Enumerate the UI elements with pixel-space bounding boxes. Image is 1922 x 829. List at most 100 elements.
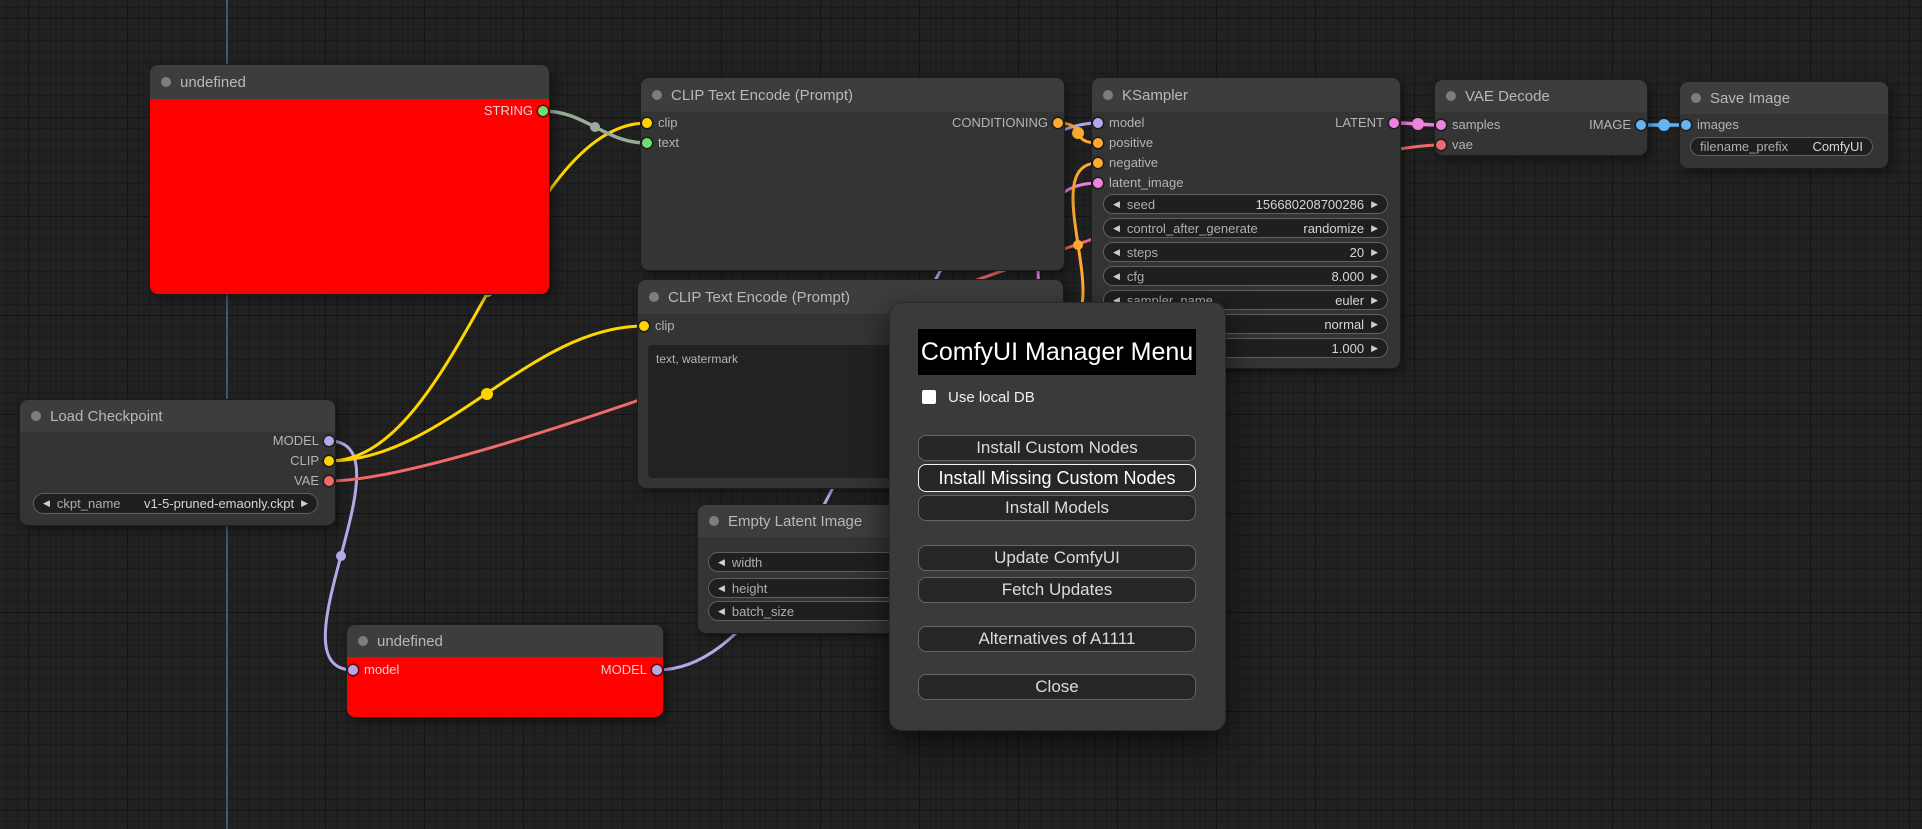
node-title-bar[interactable]: undefined bbox=[347, 625, 663, 657]
node-title: KSampler bbox=[1122, 86, 1188, 104]
install-models-button[interactable]: Install Models bbox=[918, 495, 1196, 521]
use-local-db-checkbox[interactable] bbox=[922, 390, 936, 404]
increment-arrow-icon[interactable]: ▶ bbox=[1371, 222, 1378, 233]
alternatives-of-a1111-button[interactable]: Alternatives of A1111 bbox=[918, 626, 1196, 652]
input-label: vae bbox=[1452, 137, 1473, 152]
output-port-image[interactable] bbox=[1636, 120, 1646, 130]
input-label: samples bbox=[1452, 117, 1501, 132]
input-port-positive[interactable] bbox=[1093, 138, 1103, 148]
output-port-vae[interactable] bbox=[324, 476, 334, 486]
output-port-model[interactable] bbox=[324, 436, 334, 446]
node-title-bar[interactable]: Save Image bbox=[1680, 82, 1888, 114]
node-title-bar[interactable]: CLIP Text Encode (Prompt) bbox=[641, 78, 1064, 112]
node-title-bar[interactable]: undefined bbox=[150, 65, 549, 99]
input-port-clip[interactable] bbox=[639, 321, 649, 331]
node-title: Load Checkpoint bbox=[50, 407, 163, 425]
decrement-arrow-icon[interactable]: ◀ bbox=[1113, 246, 1120, 257]
error-node-body bbox=[150, 99, 549, 294]
decrement-arrow-icon[interactable]: ◀ bbox=[1113, 222, 1120, 233]
widget-value: euler bbox=[1335, 292, 1365, 308]
node-status-icon bbox=[1103, 90, 1113, 100]
decrement-arrow-icon[interactable]: ◀ bbox=[718, 582, 725, 593]
fetch-updates-button[interactable]: Fetch Updates bbox=[918, 577, 1196, 603]
output-label: MODEL bbox=[600, 662, 647, 677]
node-save-image[interactable]: Save Image images filename_prefix ComfyU… bbox=[1680, 82, 1888, 168]
output-port-conditioning[interactable] bbox=[1053, 118, 1063, 128]
input-label: model bbox=[364, 662, 400, 677]
output-label: LATENT bbox=[1335, 115, 1384, 130]
close-button[interactable]: Close bbox=[918, 674, 1196, 700]
output-label: MODEL bbox=[272, 433, 319, 448]
node-title: undefined bbox=[377, 632, 443, 650]
input-port-negative[interactable] bbox=[1093, 158, 1103, 168]
widget-control-after-generate[interactable]: ◀ control_after_generate randomize ▶ bbox=[1103, 218, 1388, 238]
output-label: CONDITIONING bbox=[951, 115, 1048, 130]
decrement-arrow-icon[interactable]: ◀ bbox=[1113, 270, 1120, 281]
node-status-icon bbox=[31, 411, 41, 421]
input-label: negative bbox=[1109, 155, 1159, 170]
dialog-title: ComfyUI Manager Menu bbox=[918, 329, 1196, 375]
node-title-bar[interactable]: KSampler bbox=[1092, 78, 1400, 112]
node-status-icon bbox=[709, 516, 719, 526]
input-port-samples[interactable] bbox=[1436, 120, 1446, 130]
widget-filename-prefix[interactable]: filename_prefix ComfyUI bbox=[1690, 137, 1873, 156]
input-label: positive bbox=[1109, 135, 1154, 150]
node-status-icon bbox=[358, 636, 368, 646]
node-status-icon bbox=[161, 77, 171, 87]
node-clip-text-encode-top[interactable]: CLIP Text Encode (Prompt) clip text COND… bbox=[641, 78, 1064, 270]
node-status-icon bbox=[649, 292, 659, 302]
widget-steps[interactable]: ◀ steps 20 ▶ bbox=[1103, 242, 1388, 262]
update-comfyui-button[interactable]: Update ComfyUI bbox=[918, 545, 1196, 571]
output-label: IMAGE bbox=[1589, 117, 1631, 132]
install-custom-nodes-button[interactable]: Install Custom Nodes bbox=[918, 435, 1196, 461]
output-port-string[interactable] bbox=[538, 106, 548, 116]
increment-arrow-icon[interactable]: ▶ bbox=[301, 498, 308, 508]
input-port-clip[interactable] bbox=[642, 118, 652, 128]
node-title: CLIP Text Encode (Prompt) bbox=[668, 288, 851, 306]
output-port-clip[interactable] bbox=[324, 456, 334, 466]
increment-arrow-icon[interactable]: ▶ bbox=[1371, 294, 1378, 305]
increment-arrow-icon[interactable]: ▶ bbox=[1371, 342, 1378, 353]
input-port-vae[interactable] bbox=[1436, 140, 1446, 150]
widget-label: filename_prefix bbox=[1700, 139, 1789, 154]
widget-seed[interactable]: ◀ seed 156680208700286 ▶ bbox=[1103, 194, 1388, 214]
comfyui-manager-menu-dialog: ComfyUI Manager Menu Use local DB Instal… bbox=[890, 303, 1225, 730]
increment-arrow-icon[interactable]: ▶ bbox=[1371, 246, 1378, 257]
input-label: latent_image bbox=[1109, 175, 1184, 190]
widget-label: batch_size bbox=[731, 603, 795, 619]
increment-arrow-icon[interactable]: ▶ bbox=[1371, 198, 1378, 209]
output-port-latent[interactable] bbox=[1389, 118, 1399, 128]
node-title-bar[interactable]: VAE Decode bbox=[1435, 80, 1647, 112]
input-port-images[interactable] bbox=[1681, 120, 1691, 130]
node-title: Save Image bbox=[1710, 89, 1791, 107]
widget-label: width bbox=[731, 554, 763, 570]
widget-value: 8.000 bbox=[1331, 268, 1365, 284]
node-load-checkpoint[interactable]: Load Checkpoint MODEL CLIP VAE ◀ ckpt_na… bbox=[20, 400, 335, 525]
output-port-model[interactable] bbox=[652, 665, 662, 675]
node-title: undefined bbox=[180, 73, 246, 91]
widget-value: 1.000 bbox=[1331, 340, 1365, 356]
decrement-arrow-icon[interactable]: ◀ bbox=[718, 605, 725, 616]
output-label: VAE bbox=[293, 473, 319, 488]
widget-cfg[interactable]: ◀ cfg 8.000 ▶ bbox=[1103, 266, 1388, 286]
node-undefined-top[interactable]: undefined STRING bbox=[150, 65, 549, 294]
node-title-bar[interactable]: Load Checkpoint bbox=[20, 400, 335, 432]
output-label: CLIP bbox=[290, 453, 319, 468]
node-vae-decode[interactable]: VAE Decode samples vae IMAGE bbox=[1435, 80, 1647, 155]
input-port-model[interactable] bbox=[1093, 118, 1103, 128]
increment-arrow-icon[interactable]: ▶ bbox=[1371, 270, 1378, 281]
widget-value: ComfyUI bbox=[1812, 139, 1863, 154]
input-port-latent-image[interactable] bbox=[1093, 178, 1103, 188]
widget-ckpt-name[interactable]: ◀ ckpt_name v1-5-pruned-emaonly.ckpt ▶ bbox=[33, 493, 318, 514]
decrement-arrow-icon[interactable]: ◀ bbox=[43, 498, 50, 508]
input-port-text[interactable] bbox=[642, 138, 652, 148]
output-label: STRING bbox=[483, 103, 533, 118]
decrement-arrow-icon[interactable]: ◀ bbox=[1113, 198, 1120, 209]
input-port-model[interactable] bbox=[348, 665, 358, 675]
install-missing-custom-nodes-button[interactable]: Install Missing Custom Nodes bbox=[918, 464, 1196, 492]
increment-arrow-icon[interactable]: ▶ bbox=[1371, 318, 1378, 329]
node-undefined-bottom[interactable]: undefined model MODEL bbox=[347, 625, 663, 717]
decrement-arrow-icon[interactable]: ◀ bbox=[718, 556, 725, 567]
node-title: Empty Latent Image bbox=[728, 512, 863, 530]
widget-label: seed bbox=[1126, 196, 1156, 212]
